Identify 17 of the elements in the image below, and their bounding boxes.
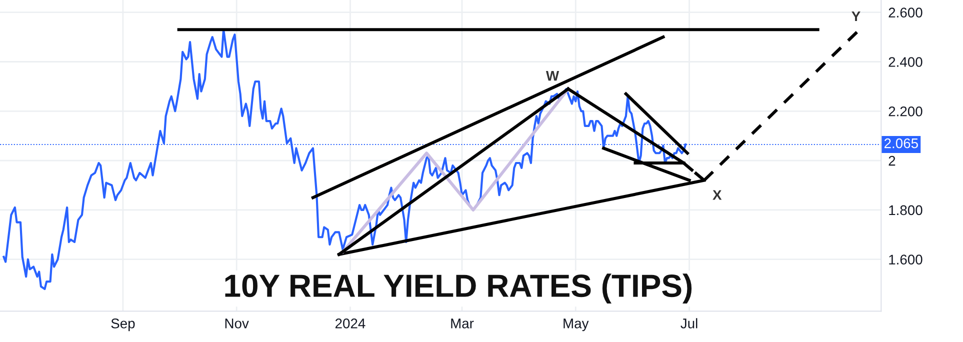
x-tick-label: Nov <box>225 318 249 328</box>
y-tick-label: 2.200 <box>888 106 922 116</box>
text: 10Y REAL YIELD RATES (TIPS) <box>225 274 692 304</box>
y-tick-label: 2.600 <box>888 8 922 18</box>
annotation: W <box>546 71 560 81</box>
y-tick-label: 2.400 <box>888 57 922 67</box>
y-tick-label: 1.600 <box>889 254 922 265</box>
x-tick-label: Sep <box>111 318 135 332</box>
y-tick-label: 1.800 <box>889 205 922 216</box>
x-tick-label: Jul <box>680 318 698 328</box>
x-tick-label: May <box>564 318 589 332</box>
x-tick-label: Mar <box>451 318 474 328</box>
x-tick-label: 2024 <box>335 318 366 328</box>
y-tick-label: 2 <box>888 156 896 166</box>
ref-line-label: 2.065 <box>884 138 918 148</box>
annotation: X <box>712 190 722 200</box>
annotation: Y <box>852 11 860 21</box>
